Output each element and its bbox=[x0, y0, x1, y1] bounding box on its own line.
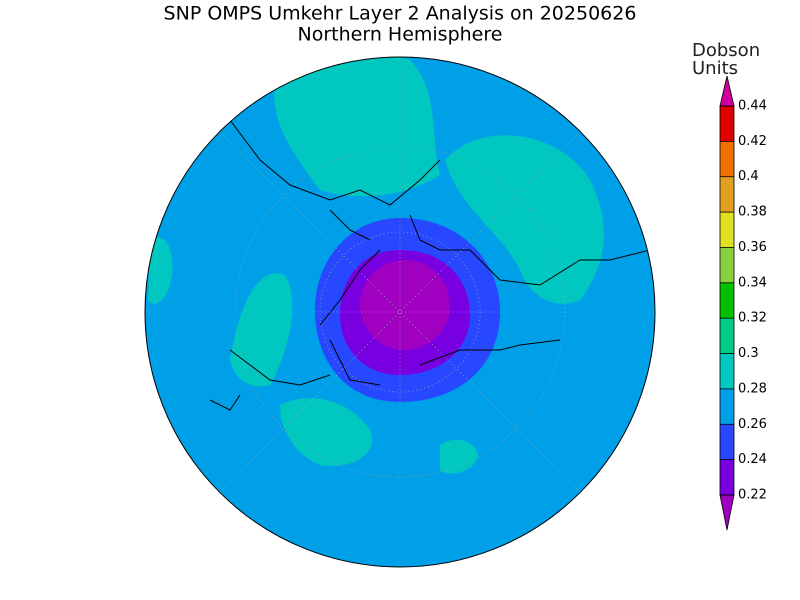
colorbar-tick-label: 0.24 bbox=[738, 452, 767, 467]
colorbar-band bbox=[720, 459, 734, 495]
colorbar-band bbox=[720, 388, 734, 425]
colorbar-band bbox=[720, 247, 734, 283]
region bbox=[274, 57, 440, 197]
colorbar-tick-label: 0.4 bbox=[738, 169, 759, 184]
colorbar-tick-label: 0.3 bbox=[738, 346, 759, 361]
colorbar-tick-label: 0.42 bbox=[738, 134, 767, 149]
colorbar-band bbox=[720, 353, 734, 389]
colorbar-tick-label: 0.38 bbox=[738, 205, 767, 220]
region bbox=[280, 398, 372, 466]
region bbox=[440, 439, 478, 474]
region bbox=[360, 260, 450, 350]
colorbar-tick-label: 0.34 bbox=[738, 275, 767, 290]
colorbar-band bbox=[720, 176, 734, 213]
region bbox=[230, 273, 293, 387]
colorbar-under bbox=[719, 494, 735, 531]
colorbar-band bbox=[720, 424, 734, 460]
region bbox=[445, 135, 604, 304]
colorbar-title: Units bbox=[692, 58, 738, 79]
colorbar-tick-label: 0.26 bbox=[738, 417, 767, 432]
colorbar-tick-label: 0.32 bbox=[738, 311, 767, 326]
colorbar-tick-label: 0.22 bbox=[738, 488, 767, 503]
region bbox=[148, 237, 173, 304]
colorbar-tick-label: 0.36 bbox=[738, 240, 767, 255]
colorbar: Dobson Units 0.22 0.24 0.26 0.28 0.3 0.32 0.34… bbox=[692, 40, 767, 531]
map bbox=[144, 56, 656, 568]
colorbar-band bbox=[720, 282, 734, 319]
colorbar-tick-label: 0.28 bbox=[738, 381, 767, 396]
title: SNP OMPS Umkehr Layer 2 Analysis on 2025… bbox=[164, 3, 637, 25]
colorbar-band bbox=[720, 106, 734, 142]
colorbar-title: Dobson bbox=[692, 40, 760, 61]
colorbar-band bbox=[720, 141, 734, 177]
colorbar-band bbox=[720, 318, 734, 354]
colorbar-over bbox=[719, 75, 735, 107]
subtitle: Northern Hemisphere bbox=[298, 24, 503, 46]
colorbar-band bbox=[720, 212, 734, 248]
colorbar-tick-label: 0.44 bbox=[738, 99, 767, 114]
